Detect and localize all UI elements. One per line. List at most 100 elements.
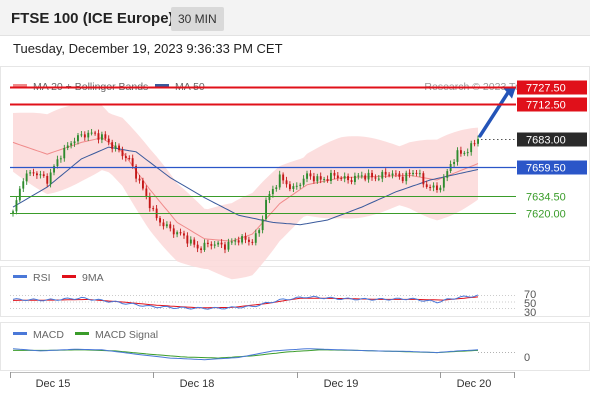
candle-body: [429, 187, 432, 188]
rsi-plot: [10, 294, 516, 310]
candle-body: [371, 172, 373, 178]
candle-body: [354, 175, 356, 182]
x-tick-dec-19: Dec 19: [324, 378, 359, 390]
candle-body: [248, 239, 250, 242]
candle-body: [87, 132, 90, 138]
candle-body: [436, 185, 438, 190]
candle-body: [381, 171, 384, 179]
candle-body: [258, 230, 261, 234]
candle-body: [326, 179, 329, 181]
candle-body: [408, 172, 411, 175]
candle-body: [374, 177, 377, 179]
candle-body: [111, 142, 114, 149]
price-plot: [12, 86, 516, 280]
level-label-7712-50: 7712.50: [526, 100, 566, 112]
candle-body: [196, 244, 199, 249]
candle-body: [275, 187, 278, 189]
candle-body: [463, 152, 466, 154]
candle-body: [138, 178, 141, 181]
candle-body: [333, 172, 336, 176]
candle-body: [77, 135, 79, 142]
candle-body: [49, 172, 52, 184]
candle-body: [391, 173, 394, 176]
candle-body: [104, 134, 107, 139]
candle-body: [323, 179, 326, 180]
macd-legend: MACD MACD Signal: [13, 329, 158, 341]
candle-body: [42, 174, 45, 176]
rsi-tick-30: 30: [524, 307, 536, 319]
candle-body: [364, 175, 367, 180]
candle-body: [97, 133, 100, 140]
candle-body: [251, 241, 254, 243]
candle-body: [367, 172, 370, 180]
candle-body: [230, 241, 233, 243]
candle-body: [114, 145, 117, 149]
candle-body: [453, 162, 455, 165]
candle-body: [309, 173, 312, 177]
level-label-7620-00: 7620.00: [526, 209, 566, 221]
macd-zero-label: 0: [524, 352, 530, 364]
candle-body: [94, 132, 96, 134]
candle-body: [330, 172, 332, 181]
candle-body: [29, 172, 32, 174]
candle-body: [131, 158, 134, 166]
candle-body: [343, 176, 346, 179]
candle-body: [46, 176, 49, 184]
rsi-ma-legend-swatch: [62, 275, 76, 278]
candle-body: [189, 239, 192, 244]
candle-body: [405, 172, 408, 182]
candle-body: [142, 180, 144, 189]
candle-body: [217, 242, 220, 245]
macd-line: [12, 348, 479, 361]
candle-body: [446, 171, 449, 178]
candle-body: [377, 178, 380, 180]
candle-body: [439, 187, 442, 191]
candle-body: [234, 240, 237, 242]
candle-body: [336, 175, 339, 178]
candle-body: [470, 143, 473, 153]
ma20-legend-swatch: [13, 84, 27, 87]
candle-body: [186, 235, 189, 244]
candle-body: [73, 141, 76, 144]
level-box: [517, 160, 587, 175]
candle-body: [466, 152, 469, 154]
candle-body: [128, 158, 131, 159]
forecast-arrow-shaft: [478, 90, 510, 138]
candle-body: [473, 143, 476, 145]
candle-body: [456, 150, 459, 162]
candle-body: [412, 172, 414, 175]
candle-body: [80, 134, 83, 136]
candle-body: [432, 185, 435, 188]
candle-body: [148, 196, 151, 209]
candle-body: [179, 232, 182, 234]
candle-body: [285, 180, 288, 185]
candle-body: [312, 176, 315, 182]
candle-body: [203, 242, 206, 250]
price-levels: 7727.50 7712.50 7683.00 7659.50 7634.50 7620.…: [10, 80, 587, 221]
candle-body: [59, 158, 62, 160]
candle-body: [306, 173, 308, 179]
forecast-arrow-head: [503, 86, 516, 99]
candle-body: [101, 134, 103, 140]
timeframe-badge[interactable]: 30 MIN: [171, 7, 224, 31]
candle-body: [350, 180, 353, 182]
candle-body: [193, 239, 196, 245]
candle-body: [70, 143, 73, 146]
candle-body: [244, 236, 247, 240]
candle-body: [124, 156, 127, 158]
macd-plot: [12, 348, 516, 361]
candle-body: [241, 236, 243, 243]
candle-body: [63, 148, 66, 159]
candle-body: [254, 233, 257, 243]
candle-body: [176, 232, 179, 235]
candle-body: [418, 173, 421, 175]
candle-body: [261, 219, 264, 231]
level-box: [517, 80, 587, 95]
candle-body: [206, 242, 209, 244]
candle-body: [340, 178, 343, 180]
candle-body: [15, 200, 18, 212]
rsi-ma-legend-label: 9MA: [82, 272, 104, 284]
candle-body: [172, 228, 175, 235]
candle-body: [384, 171, 387, 175]
